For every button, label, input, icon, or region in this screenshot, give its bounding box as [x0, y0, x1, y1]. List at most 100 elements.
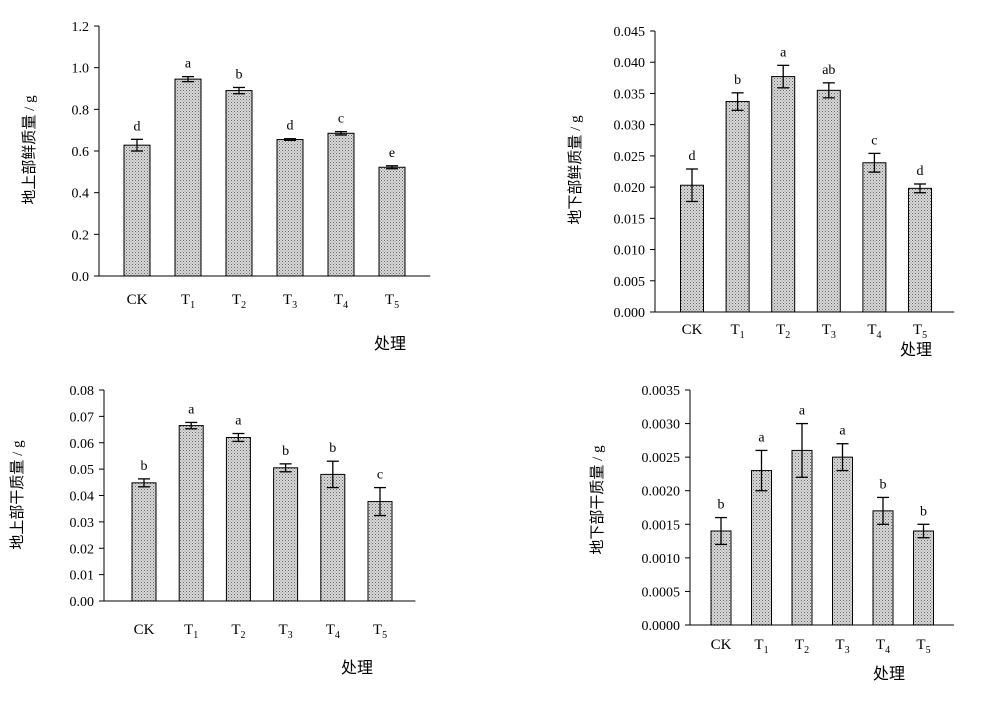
significance-label: a — [780, 45, 787, 60]
y-tick-label: 0.0 — [72, 270, 90, 285]
significance-label: b — [920, 504, 927, 519]
y-tick-label: 0.4 — [72, 187, 90, 202]
bar — [178, 425, 204, 602]
bar — [367, 501, 393, 602]
significance-label: a — [758, 430, 765, 445]
y-axis-title: 地下部鲜质量 / g — [567, 115, 584, 225]
significance-label: a — [188, 402, 195, 417]
y-tick-label: 0.01 — [70, 569, 95, 584]
y-tick-label: 0.040 — [614, 56, 646, 71]
y-tick-label: 0.020 — [614, 181, 646, 196]
y-tick-label: 0.03 — [70, 516, 95, 531]
bar — [225, 436, 251, 602]
bar — [862, 162, 887, 313]
category-label: T1 — [754, 637, 768, 656]
category-label: T4 — [876, 637, 890, 656]
significance-label: a — [185, 57, 192, 72]
significance-label: ab — [822, 63, 835, 78]
chart-3: 0.00 0.01 0.02 0.03 0.04 0.05 0.06 0.07 0.08 b CK a… — [9, 384, 416, 677]
category-label: CK — [682, 322, 703, 338]
category-label: T1 — [731, 322, 745, 341]
category-label: CK — [711, 637, 732, 653]
y-axis-title: 地下部干质量 / g — [589, 445, 606, 555]
category-label: T3 — [283, 292, 297, 311]
y-tick-label: 1.2 — [72, 20, 90, 35]
bar — [832, 456, 853, 626]
category-label: T4 — [867, 322, 881, 341]
significance-label: d — [917, 164, 924, 179]
significance-label: d — [287, 119, 294, 134]
bar — [320, 473, 346, 602]
y-tick-label: 0.0025 — [642, 451, 681, 466]
significance-label: b — [718, 498, 725, 513]
significance-label: c — [338, 112, 344, 127]
bar — [913, 530, 934, 626]
category-label: T2 — [795, 637, 809, 656]
y-tick-label: 0.6 — [72, 145, 90, 160]
category-label: T1 — [184, 622, 198, 641]
y-tick-label: 0.0015 — [642, 518, 681, 533]
y-tick-label: 0.035 — [614, 87, 646, 102]
bar — [273, 467, 299, 602]
bar — [908, 187, 932, 313]
x-axis-title: 处理 — [900, 341, 932, 359]
bar — [872, 510, 894, 626]
y-tick-label: 0.0030 — [642, 418, 681, 433]
bar — [123, 144, 151, 277]
y-tick-label: 0.0005 — [642, 585, 681, 600]
bar — [276, 139, 304, 277]
y-tick-label: 0.0035 — [642, 384, 681, 399]
bar — [710, 530, 732, 626]
category-label: T5 — [373, 622, 387, 641]
y-tick-label: 0.06 — [70, 437, 95, 452]
category-label: CK — [134, 622, 155, 638]
category-label: T1 — [181, 292, 195, 311]
significance-label: d — [134, 119, 141, 134]
category-label: T4 — [326, 622, 340, 641]
x-axis-title: 处理 — [374, 335, 406, 353]
category-label: CK — [127, 292, 148, 308]
bar — [680, 184, 704, 313]
y-tick-label: 0.00 — [70, 595, 95, 610]
y-axis-title: 地上部干质量 / g — [9, 440, 26, 550]
y-axis-title: 地上部鲜质量 / g — [21, 95, 38, 205]
y-tick-label: 0.045 — [614, 25, 646, 40]
significance-label: a — [799, 404, 806, 419]
bar — [327, 132, 355, 277]
significance-label: a — [839, 424, 846, 439]
chart-4: 0.0000 0.0005 0.0010 0.0015 0.0020 0.0025 0.00… — [589, 384, 954, 683]
y-tick-label: 0.025 — [614, 150, 646, 165]
bar — [725, 101, 750, 313]
y-tick-label: 1.0 — [72, 62, 90, 77]
significance-label: c — [377, 468, 383, 483]
significance-label: a — [235, 414, 242, 429]
bar — [174, 78, 202, 277]
significance-label: d — [689, 149, 696, 164]
bar — [816, 89, 841, 313]
significance-label: b — [141, 459, 148, 474]
category-label: T3 — [835, 637, 849, 656]
significance-label: c — [871, 133, 877, 148]
y-tick-label: 0.8 — [72, 103, 90, 118]
category-label: T2 — [231, 622, 245, 641]
significance-label: b — [880, 477, 887, 492]
significance-label: b — [236, 67, 243, 82]
x-axis-title: 处理 — [873, 665, 905, 683]
chart-2: 0.000 0.005 0.010 0.015 0.020 0.025 0.030 0.035… — [567, 25, 955, 359]
y-tick-label: 0.0010 — [642, 552, 681, 567]
x-axis-title: 处理 — [341, 659, 373, 677]
chart-1: 0.0 0.2 0.4 0.6 0.8 1.0 1.2 d CK a T1 b T2 d T3 c T4 e T5 处… — [21, 20, 431, 353]
significance-label: e — [389, 146, 395, 161]
bar — [378, 166, 406, 277]
y-tick-label: 0.02 — [70, 542, 95, 557]
y-tick-label: 0.005 — [614, 275, 646, 290]
y-tick-label: 0.000 — [614, 306, 646, 321]
category-label: T2 — [232, 292, 246, 311]
bar — [771, 76, 796, 313]
category-label: T5 — [385, 292, 399, 311]
y-tick-label: 0.04 — [70, 490, 95, 505]
y-tick-label: 0.07 — [70, 410, 95, 425]
bar — [131, 482, 157, 602]
significance-label: b — [282, 444, 289, 459]
